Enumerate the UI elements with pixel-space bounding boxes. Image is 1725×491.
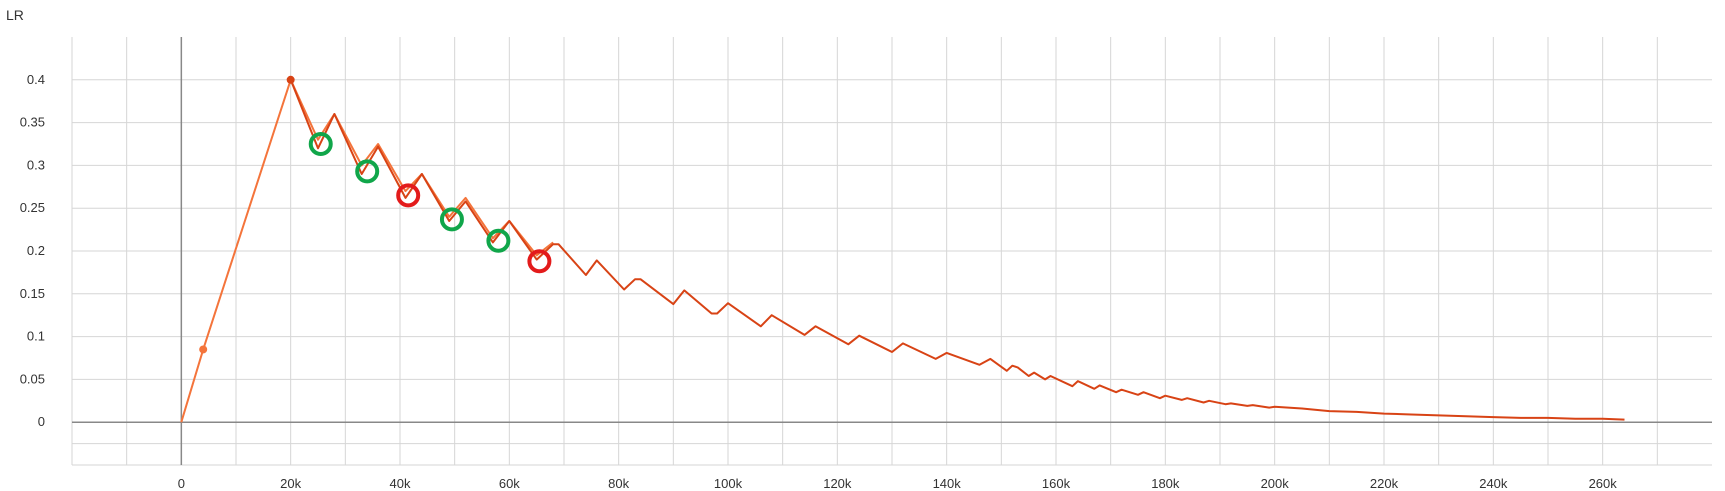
- x-tick-label: 80k: [608, 476, 629, 491]
- x-tick-label: 100k: [714, 476, 743, 491]
- y-tick-label: 0.4: [27, 72, 45, 87]
- x-tick-label: 140k: [933, 476, 962, 491]
- axes: [71, 37, 1712, 466]
- x-tick-label: 160k: [1042, 476, 1071, 491]
- x-tick-label: 120k: [823, 476, 852, 491]
- x-tick-label: 180k: [1151, 476, 1180, 491]
- x-tick-label: 260k: [1589, 476, 1618, 491]
- y-tick-label: 0.2: [27, 243, 45, 258]
- x-tick-label: 200k: [1261, 476, 1290, 491]
- y-tick-label: 0.3: [27, 157, 45, 172]
- series-lines: [180, 75, 1625, 423]
- data-point-marker: [286, 75, 295, 84]
- y-tick-label: 0.05: [20, 371, 45, 386]
- x-tick-label: 60k: [499, 476, 520, 491]
- annotation-circles: [308, 132, 552, 274]
- x-tick-label: 20k: [280, 476, 301, 491]
- annotation-circle: [486, 228, 511, 253]
- x-tick-label: 220k: [1370, 476, 1399, 491]
- data-point-marker: [199, 345, 208, 354]
- annotation-circle: [355, 159, 380, 184]
- x-tick-label: 0: [178, 476, 185, 491]
- x-tick-label: 240k: [1479, 476, 1508, 491]
- tick-labels: 0 20k 40k 60k 80k 100k 120k 140k 160k 180k 200k 220…: [20, 72, 1618, 491]
- x-tick-label: 40k: [390, 476, 411, 491]
- annotation-circle: [308, 132, 333, 156]
- annotation-circle: [527, 249, 552, 274]
- y-tick-label: 0.25: [20, 200, 45, 215]
- y-tick-label: 0.35: [20, 115, 45, 130]
- annotation-circle: [439, 207, 464, 232]
- grid-lines: [72, 37, 1712, 465]
- series-line-2: [289, 79, 1625, 421]
- y-tick-label: 0.1: [27, 329, 45, 344]
- y-tick-label: 0.15: [20, 286, 45, 301]
- y-axis-title: LR: [6, 7, 24, 23]
- y-tick-label: 0: [38, 414, 45, 429]
- annotation-circle: [396, 183, 421, 208]
